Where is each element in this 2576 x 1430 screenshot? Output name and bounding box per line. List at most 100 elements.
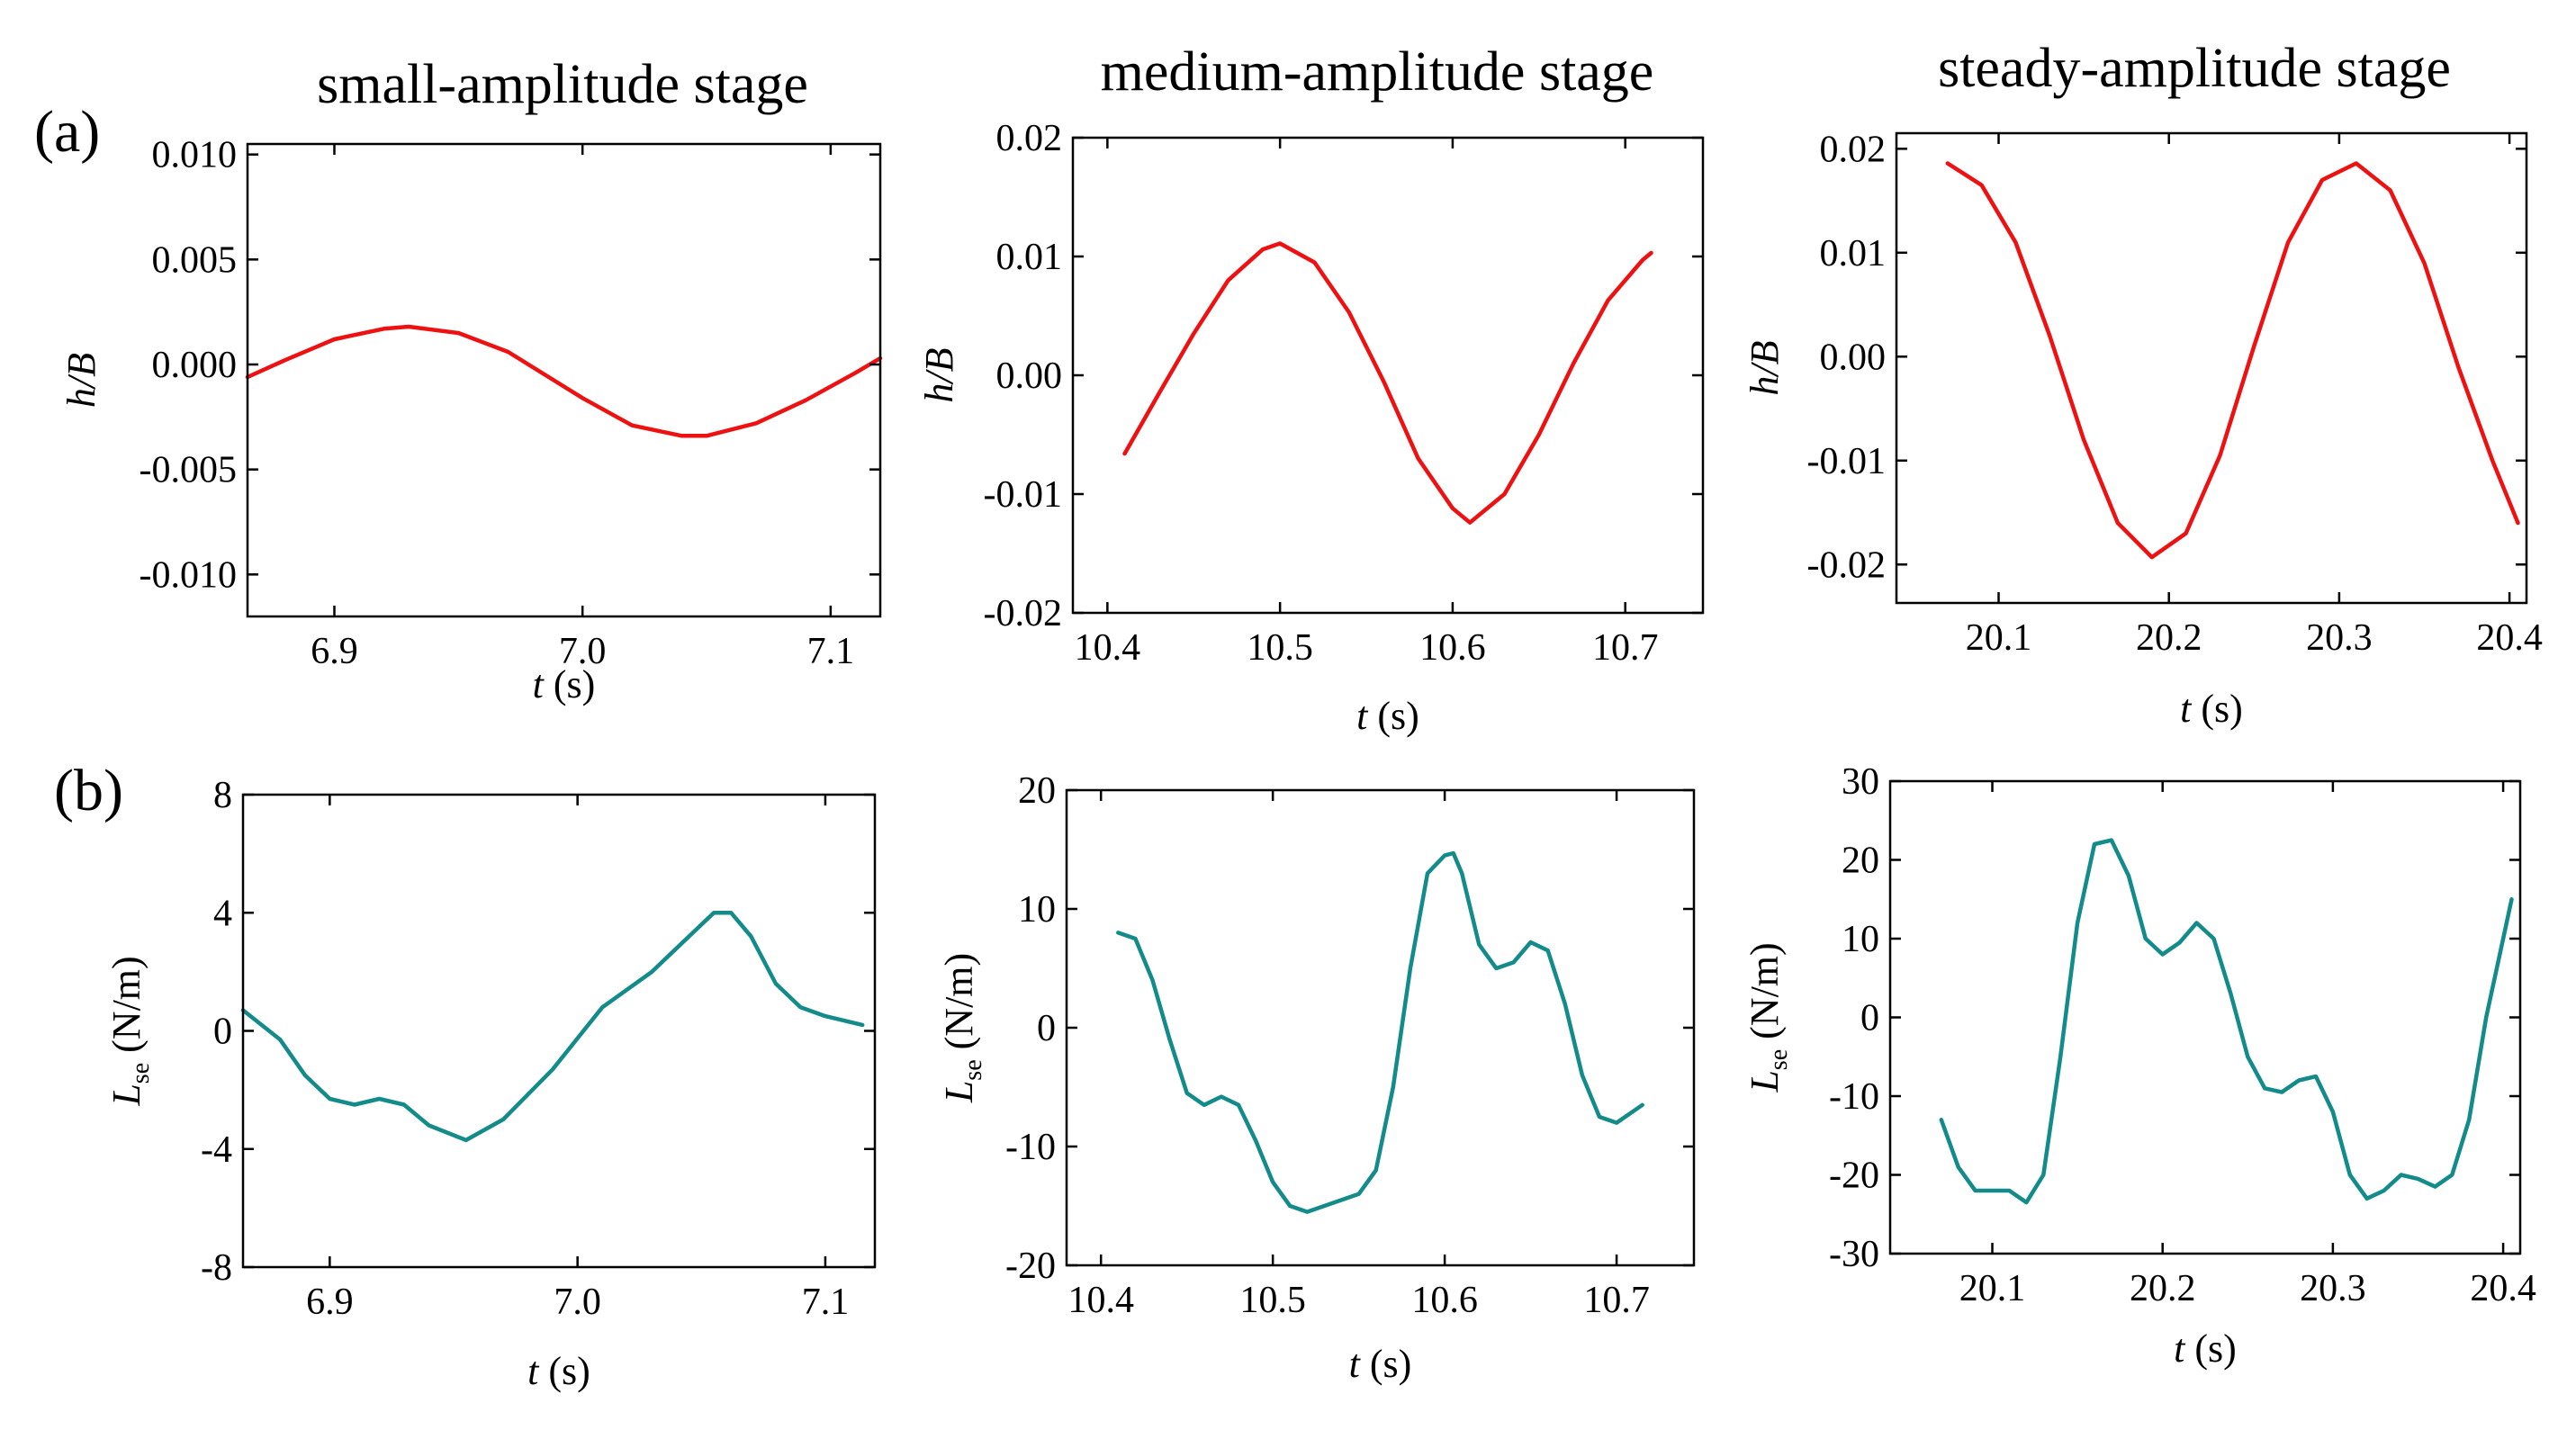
x-axis-label: t (s) [2180,687,2243,731]
y-tick-label: -10 [1829,1076,1879,1118]
y-tick-label: 0.01 [1820,233,1887,274]
x-tick-label: 10.5 [1239,1280,1306,1321]
y-tick-label: -20 [1829,1156,1879,1197]
y-axis-label-unit: (N/m) [937,953,981,1060]
x-axis-label-var: t [527,1349,540,1393]
y-tick-label: -0.005 [140,450,238,491]
x-axis-label-unit: (s) [2184,1327,2236,1371]
y-tick-label: 0.02 [996,118,1063,159]
y-axis-label: h/B [917,347,961,402]
y-tick-label: 0.02 [1820,129,1887,170]
series-line-a2 [1122,241,1653,525]
x-axis-label-var: t [2174,1327,2186,1371]
y-tick-label: 0.00 [1820,337,1887,378]
x-axis-label: t (s) [533,662,596,706]
y-tick-label: 20 [1842,841,1879,882]
y-axis-label-sub: se [127,1063,155,1084]
y-axis-label-unit: (N/m) [104,956,149,1063]
y-tick-label: 0.00 [996,355,1063,397]
x-tick-label: 7.0 [559,631,607,672]
y-tick-label: -0.02 [1807,544,1887,586]
y-axis-label: Lse (N/m) [104,956,155,1106]
x-tick-label: 6.9 [311,631,358,672]
x-tick-label: 10.4 [1067,1280,1134,1321]
y-axis-label-var: h/B [59,353,104,408]
x-tick-label: 10.5 [1247,627,1313,669]
y-tick-label: 0.010 [152,135,238,176]
x-tick-label: 20.1 [1959,1268,2026,1309]
plot-frame-b2 [1065,788,1696,1267]
y-axis-label-var: h/B [1743,340,1787,395]
x-axis-label-unit: (s) [1360,1342,1411,1386]
x-tick-label: 7.1 [802,1282,850,1323]
y-axis-label-var: L [104,1084,149,1106]
x-tick-label: 20.2 [2136,617,2202,659]
x-tick-label: 20.1 [1966,617,2032,659]
y-tick-label: 10 [1842,919,1879,960]
plot-panel-b1: 6.9 7.0 7.1 8 4 0 -4 -8 t (s) Lse (N/m) [104,775,877,1393]
y-tick-label: 0 [1037,1008,1056,1049]
plot-panel-a1: 6.9 7.0 7.1 0.010 0.005 0.000 -0.005 -0.010 t (s… [59,135,883,706]
column-title-small: small-amplitude stage [317,54,808,115]
x-axis-label-unit: (s) [544,662,595,706]
x-axis-label-var: t [533,662,545,706]
x-axis-label-unit: (s) [1367,694,1419,738]
x-axis-label-unit: (s) [2191,687,2242,731]
y-axis-label: h/B [1743,340,1787,395]
y-tick-label: -0.01 [1807,441,1887,482]
series-line-b1 [240,911,865,1143]
x-axis-label-unit: (s) [538,1349,590,1393]
y-axis-label-var: h/B [917,347,961,402]
x-tick-label: 20.4 [2470,1268,2536,1309]
plot-panel-a2: 10.4 10.5 10.6 10.7 0.02 0.01 0.00 -0.01 -0.02 t … [917,118,1705,738]
y-tick-label: 0.000 [152,345,238,386]
series-line-b3 [1939,838,2514,1205]
x-tick-label: 10.7 [1583,1280,1650,1321]
y-tick-label: 10 [1018,889,1056,931]
row-label-b: (b) [54,758,123,823]
x-tick-label: 10.4 [1075,627,1141,669]
x-axis-label-var: t [1356,694,1369,738]
y-axis-label: h/B [59,353,104,408]
y-tick-label: -0.02 [984,593,1063,634]
plot-frame-a3 [1895,131,2528,605]
y-tick-label: 4 [213,893,232,934]
plot-panel-b3: 20.1 20.2 20.3 20.4 30 20 10 0 -10 -20 -30 t (s) Lse… [1743,761,2536,1371]
x-tick-label: 20.3 [2300,1268,2366,1309]
plot-panel-a3: 20.1 20.2 20.3 20.4 0.02 0.01 0.00 -0.01 -0.02 t … [1743,129,2543,731]
y-axis-label-sub: se [1765,1049,1793,1070]
y-tick-label: -20 [1005,1246,1056,1287]
plot-panel-b2: 10.4 10.5 10.6 10.7 20 10 0 -10 -20 t (s) Lse (N/m… [937,770,1696,1386]
y-tick-label: 20 [1018,770,1056,812]
x-axis-label: t (s) [1356,694,1419,738]
x-tick-label: 20.3 [2306,617,2373,659]
x-tick-label: 20.4 [2476,617,2543,659]
series-line-a3 [1945,161,2520,560]
x-tick-label: 7.0 [554,1282,601,1323]
y-tick-label: -4 [201,1129,232,1171]
y-axis-label-var: L [937,1081,981,1103]
x-tick-label: 10.7 [1592,627,1659,669]
x-tick-label: 20.2 [2130,1268,2196,1309]
x-tick-label: 10.6 [1419,627,1486,669]
x-tick-label: 10.6 [1411,1280,1478,1321]
row-label-a: (a) [34,99,100,165]
x-axis-label: t (s) [527,1349,590,1393]
y-axis-label-unit: (N/m) [1743,942,1787,1049]
series-line-b2 [1116,850,1644,1214]
y-axis-label-sub: se [959,1059,987,1080]
x-tick-label: 6.9 [306,1282,354,1323]
series-line-a1 [245,324,883,438]
y-tick-label: 0.005 [152,239,238,281]
plot-frame-a1 [246,142,882,618]
plot-frame-b1 [241,793,877,1269]
x-tick-label: 7.1 [807,631,855,672]
column-title-medium: medium-amplitude stage [1101,41,1654,103]
y-tick-label: -30 [1829,1234,1879,1275]
x-axis-label: t (s) [1349,1342,1412,1386]
y-tick-label: 30 [1842,761,1879,803]
y-tick-label: -10 [1005,1127,1056,1168]
y-axis-label: Lse (N/m) [937,953,987,1103]
y-tick-label: 0 [213,1012,232,1053]
